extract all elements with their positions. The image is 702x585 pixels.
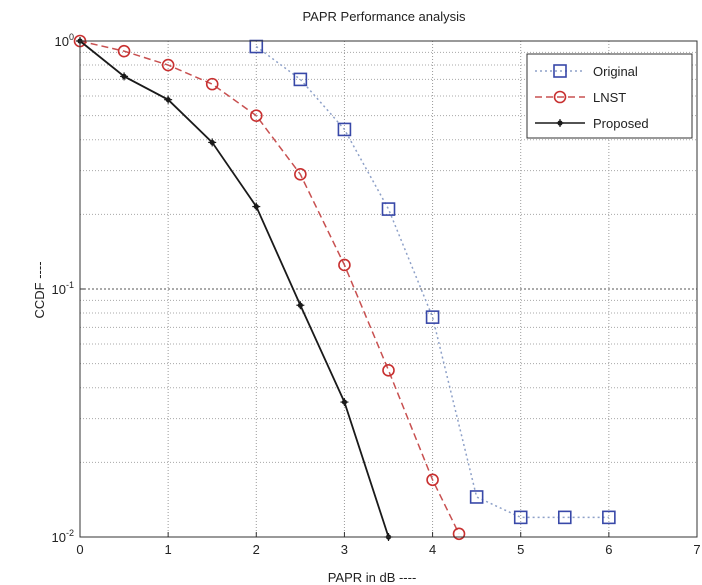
data-point <box>556 119 564 127</box>
data-point <box>205 77 219 91</box>
x-tick-label: 1 <box>165 542 172 557</box>
data-point <box>602 510 616 525</box>
data-point <box>117 44 131 58</box>
legend-label: Original <box>593 64 638 79</box>
data-point <box>252 202 261 211</box>
data-point <box>382 364 395 377</box>
x-tick-label: 6 <box>605 542 612 557</box>
data-point <box>337 122 352 137</box>
series-proposed <box>76 37 393 541</box>
series-original <box>249 39 616 525</box>
chart-title: PAPR Performance analysis <box>302 9 466 24</box>
data-point <box>296 301 305 310</box>
x-tick-label: 4 <box>429 542 436 557</box>
data-point <box>452 527 466 541</box>
x-tick-label: 7 <box>693 542 700 557</box>
y-axis-label: CCDF ---- <box>32 261 47 318</box>
series-line <box>79 40 460 535</box>
data-point <box>249 109 263 122</box>
x-axis-label: PAPR in dB ---- <box>328 570 417 585</box>
data-point <box>293 72 308 87</box>
x-tick-label: 3 <box>341 542 348 557</box>
legend-item-proposed: Proposed <box>535 116 649 131</box>
data-point <box>557 510 572 525</box>
data-point <box>381 202 396 216</box>
x-tick-label: 5 <box>517 542 524 557</box>
data-point <box>340 398 349 407</box>
legend-label: Proposed <box>593 116 649 131</box>
data-point <box>294 168 307 181</box>
x-tick-label: 2 <box>253 542 260 557</box>
data-point <box>161 58 175 72</box>
data-point <box>120 72 129 81</box>
legend-item-original: Original <box>535 64 638 79</box>
legend-label: LNST <box>593 90 626 105</box>
grid <box>80 41 697 537</box>
y-tick-label: 10-2 <box>52 528 74 545</box>
data-point <box>338 258 351 272</box>
data-point <box>208 138 217 147</box>
y-tick-label: 10-1 <box>52 280 74 297</box>
data-point <box>469 490 484 504</box>
series-line <box>79 40 390 538</box>
y-tick-label: 100 <box>55 32 74 49</box>
data-point <box>513 510 528 525</box>
x-tick-label: 0 <box>76 542 83 557</box>
data-point <box>425 310 440 324</box>
data-point <box>426 473 439 487</box>
data-point <box>164 95 173 104</box>
data-point <box>553 90 567 104</box>
legend: Original LNST Proposed <box>526 53 693 139</box>
legend-item-lnst: LNST <box>535 90 626 105</box>
tick-labels: 0 1 2 3 4 5 6 7 100 10-1 10-2 <box>52 32 701 557</box>
data-point <box>553 64 567 78</box>
